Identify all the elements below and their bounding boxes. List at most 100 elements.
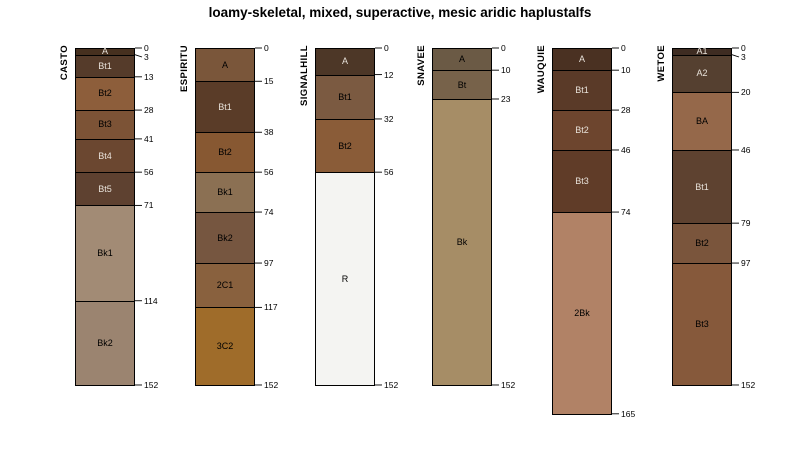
horizon-casto-bt2: Bt2	[75, 76, 135, 111]
horizon-label: Bt3	[98, 119, 112, 130]
depth-label: 97	[264, 258, 274, 269]
horizon-signalhill-bt2: Bt2	[315, 118, 375, 173]
horizon-label: 2C1	[216, 280, 234, 291]
depth-tick	[134, 54, 143, 58]
horizon-label: R	[341, 273, 349, 284]
depth-label: 152	[741, 379, 756, 390]
profile-name-espiritu: ESPIRITU	[179, 45, 190, 93]
horizon-espiritu-a: A	[195, 48, 255, 82]
horizon-label: A	[458, 54, 465, 65]
depth-label: 41	[144, 133, 154, 144]
horizon-label: Bk2	[97, 337, 113, 348]
horizon-label: Bt3	[695, 319, 709, 329]
horizon-espiritu-bt1: Bt1	[195, 81, 255, 133]
horizon-wetoe-ba: BA	[672, 92, 732, 150]
depth-label: 56	[384, 167, 394, 178]
horizon-label: Bt1	[575, 85, 589, 96]
horizon-casto-bk1: Bk1	[75, 205, 135, 301]
depth-label: 152	[501, 379, 516, 390]
depth-label: 23	[501, 93, 511, 104]
horizon-label: Bt4	[98, 150, 112, 161]
horizon-wauquie-2bk: 2Bk	[552, 212, 612, 415]
horizon-label: Bt	[457, 79, 467, 90]
horizon-casto-bt4: Bt4	[75, 138, 135, 173]
horizon-label: Bk2	[217, 232, 233, 243]
horizon-label: A	[578, 54, 585, 65]
chart-title: loamy-skeletal, mixed, superactive, mesi…	[208, 5, 592, 20]
depth-label: 13	[144, 71, 154, 82]
depth-label: 152	[144, 379, 159, 390]
horizon-espiritu-bk1: Bk1	[195, 172, 255, 213]
horizon-wauquie-bt2: Bt2	[552, 110, 612, 150]
depth-label: 10	[621, 65, 631, 76]
depth-label: 15	[264, 76, 274, 87]
horizon-label: Bk1	[217, 187, 233, 198]
horizon-casto-bt1: Bt1	[75, 54, 135, 77]
depth-label: 28	[144, 105, 154, 116]
depth-label: 28	[621, 105, 631, 116]
horizon-signalhill-bt1: Bt1	[315, 74, 375, 119]
depth-label: 3	[741, 52, 746, 62]
depth-label: 20	[741, 87, 751, 98]
depth-label: 0	[501, 43, 506, 53]
depth-label: 38	[264, 127, 274, 138]
horizon-label: BA	[695, 116, 708, 127]
horizon-casto-bt5: Bt5	[75, 172, 135, 206]
horizon-wetoe-bt1: Bt1	[672, 149, 732, 224]
depth-label: 12	[384, 69, 394, 80]
depth-label: 74	[621, 207, 631, 218]
horizon-snavee-bt: Bt	[432, 70, 492, 99]
depth-label: 0	[741, 43, 746, 53]
horizon-label: Bt2	[575, 125, 589, 135]
horizon-label: Bt1	[98, 60, 112, 71]
depth-label: 0	[264, 43, 269, 53]
horizon-label: Bt1	[338, 91, 352, 102]
horizon-label: 3C2	[216, 341, 234, 352]
horizon-label: Bt2	[338, 140, 352, 151]
horizon-label: Bt1	[218, 101, 232, 112]
depth-label: 0	[384, 43, 389, 53]
depth-label: 152	[264, 379, 279, 390]
depth-label: 117	[264, 302, 278, 313]
horizon-label: Bt2	[695, 238, 709, 249]
horizon-wetoe-bt2: Bt2	[672, 223, 732, 264]
horizon-snavee-a: A	[432, 48, 492, 71]
horizon-espiritu-bk2: Bk2	[195, 212, 255, 264]
horizon-label: A	[341, 56, 348, 67]
depth-label: 46	[741, 144, 751, 155]
horizon-label: Bt2	[218, 147, 232, 158]
depth-label: 46	[621, 144, 631, 155]
depth-label: 152	[384, 379, 399, 390]
horizon-wauquie-bt1: Bt1	[552, 70, 612, 111]
horizon-label: A2	[696, 68, 708, 79]
horizon-snavee-bk: Bk	[432, 98, 492, 386]
profile-name-wetoe: WETOE	[656, 45, 667, 82]
horizon-label: Bt2	[98, 88, 112, 99]
horizon-casto-bk2: Bk2	[75, 300, 135, 386]
horizon-label: Bt5	[98, 183, 112, 194]
depth-label: 3	[144, 52, 149, 62]
depth-label: 71	[144, 200, 154, 211]
horizon-wetoe-a2: A2	[672, 54, 732, 93]
depth-label: 10	[501, 65, 511, 76]
horizon-wetoe-a1: A1	[672, 47, 732, 56]
horizon-casto-a: A	[75, 47, 135, 56]
depth-label: 165	[621, 408, 636, 419]
horizon-label: A	[221, 59, 228, 70]
depth-label: 56	[144, 167, 154, 178]
horizon-label: 2Bk	[574, 307, 590, 318]
horizon-espiritu-2c1: 2C1	[195, 263, 255, 308]
depth-label: 0	[621, 43, 626, 53]
depth-label: 74	[264, 207, 274, 218]
horizon-label: Bt3	[575, 176, 589, 186]
depth-label: 32	[384, 113, 394, 124]
horizon-signalhill-a: A	[315, 48, 375, 75]
depth-label: 0	[144, 43, 149, 53]
horizon-wetoe-bt3: Bt3	[672, 263, 732, 386]
horizon-espiritu-bt2: Bt2	[195, 132, 255, 173]
profile-name-snavee: SNAVEE	[416, 45, 427, 86]
horizon-label: Bk	[456, 236, 468, 247]
depth-tick	[731, 54, 740, 58]
depth-label: 56	[264, 167, 274, 178]
